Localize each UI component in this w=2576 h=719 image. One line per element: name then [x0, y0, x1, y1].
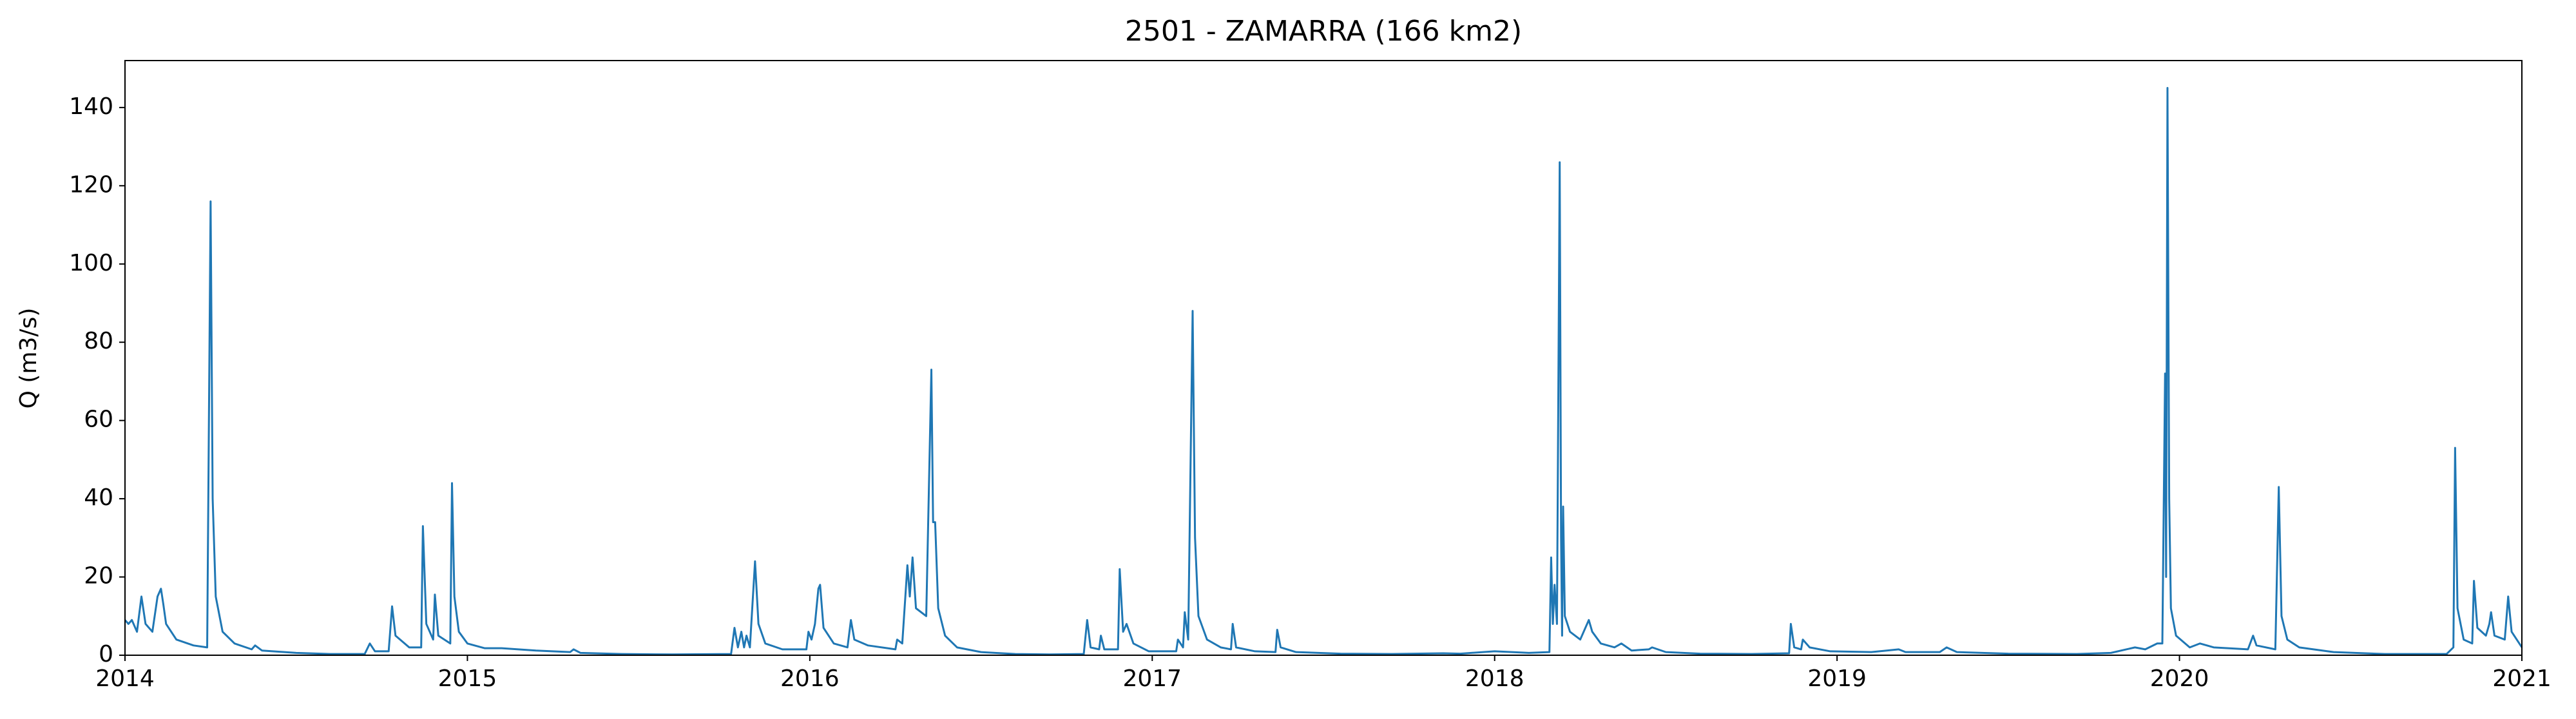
y-tick-label: 80 [84, 328, 113, 354]
x-tick-label: 2016 [780, 666, 840, 692]
y-tick-label: 20 [84, 563, 113, 590]
x-tick-label: 2015 [438, 666, 497, 692]
data-line [124, 87, 2523, 656]
x-tick-label: 2018 [1465, 666, 1524, 692]
y-tick-label: 140 [69, 93, 113, 120]
y-tick-label: 60 [84, 407, 113, 433]
y-tick-label: 120 [69, 171, 113, 198]
x-tick-label: 2020 [2150, 666, 2209, 692]
x-tick-label: 2021 [2492, 666, 2552, 692]
y-axis-label: Q (m3/s) [15, 308, 42, 409]
y-tick-label: 0 [99, 641, 113, 667]
x-tick-label: 2014 [95, 666, 155, 692]
chart-title: 2501 - ZAMARRA (166 km2) [1125, 15, 1522, 48]
x-tick-label: 2019 [1807, 666, 1867, 692]
y-tick-label: 100 [69, 250, 113, 276]
plot-frame [124, 60, 2523, 656]
x-tick-label: 2017 [1122, 666, 1182, 692]
y-tick-label: 40 [84, 484, 113, 511]
